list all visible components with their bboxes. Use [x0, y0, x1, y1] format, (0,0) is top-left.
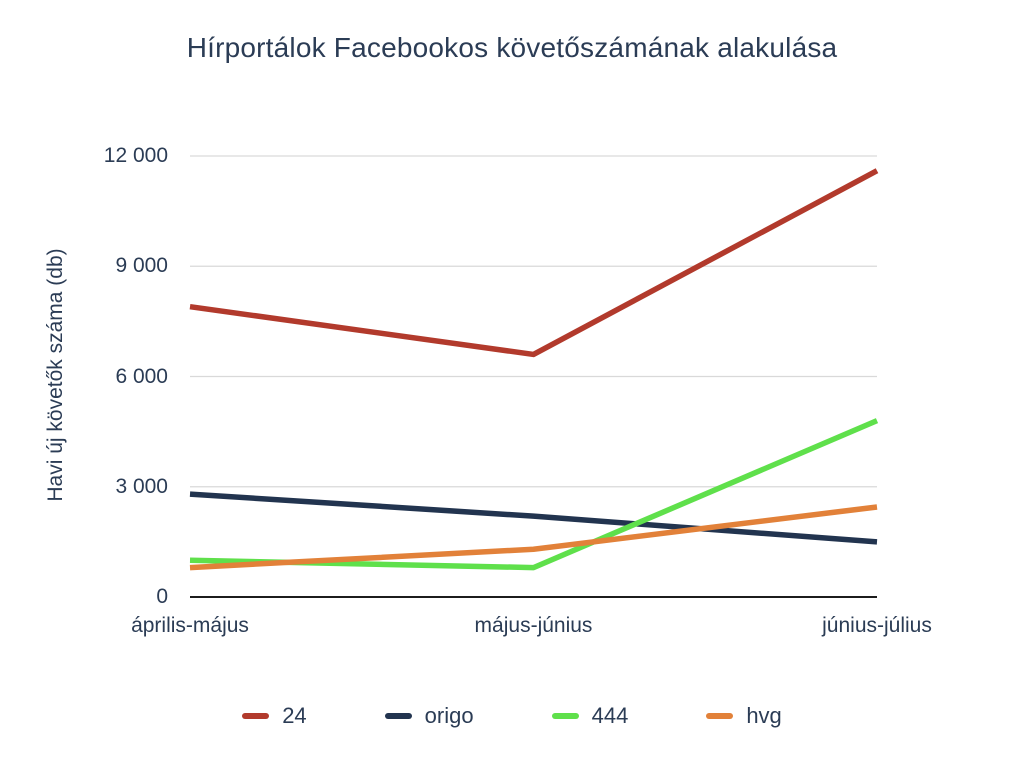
legend-swatch-24 [242, 713, 270, 719]
legend-swatch-hvg [706, 713, 734, 719]
gridlines [190, 155, 877, 598]
series-line-origo [189, 491, 878, 545]
legend-label-hvg: hvg [746, 703, 782, 728]
x-tick-label: június-július [822, 614, 932, 637]
legend-item-hvg: hvg [706, 703, 782, 729]
series-line-444 [189, 418, 879, 571]
y-tick-label: 6 000 [115, 364, 168, 388]
x-tick-label: május-június [474, 614, 593, 637]
series-line-hvg [189, 504, 878, 571]
y-tick-label: 0 [156, 585, 168, 608]
legend-swatch-444 [551, 713, 579, 719]
legend-item-origo: origo [384, 703, 474, 729]
legend-label-24: 24 [282, 703, 307, 728]
y-tick-label: 3 000 [115, 474, 168, 498]
legend-label-origo: origo [424, 703, 474, 728]
y-tick-label: 12 000 [103, 144, 168, 167]
legend-swatch-origo [384, 713, 412, 719]
series-lines [189, 168, 879, 571]
series-line-24 [189, 168, 879, 358]
chart-title: Hírportálok Facebookos követőszámának al… [186, 32, 838, 63]
legend: 24 origo 444 hvg [0, 703, 1024, 729]
y-tick-label: 9 000 [115, 254, 168, 278]
legend-item-444: 444 [551, 703, 629, 729]
legend-label-444: 444 [591, 703, 629, 728]
x-tick-label: április-május [131, 614, 249, 637]
legend-item-24: 24 [242, 703, 307, 729]
